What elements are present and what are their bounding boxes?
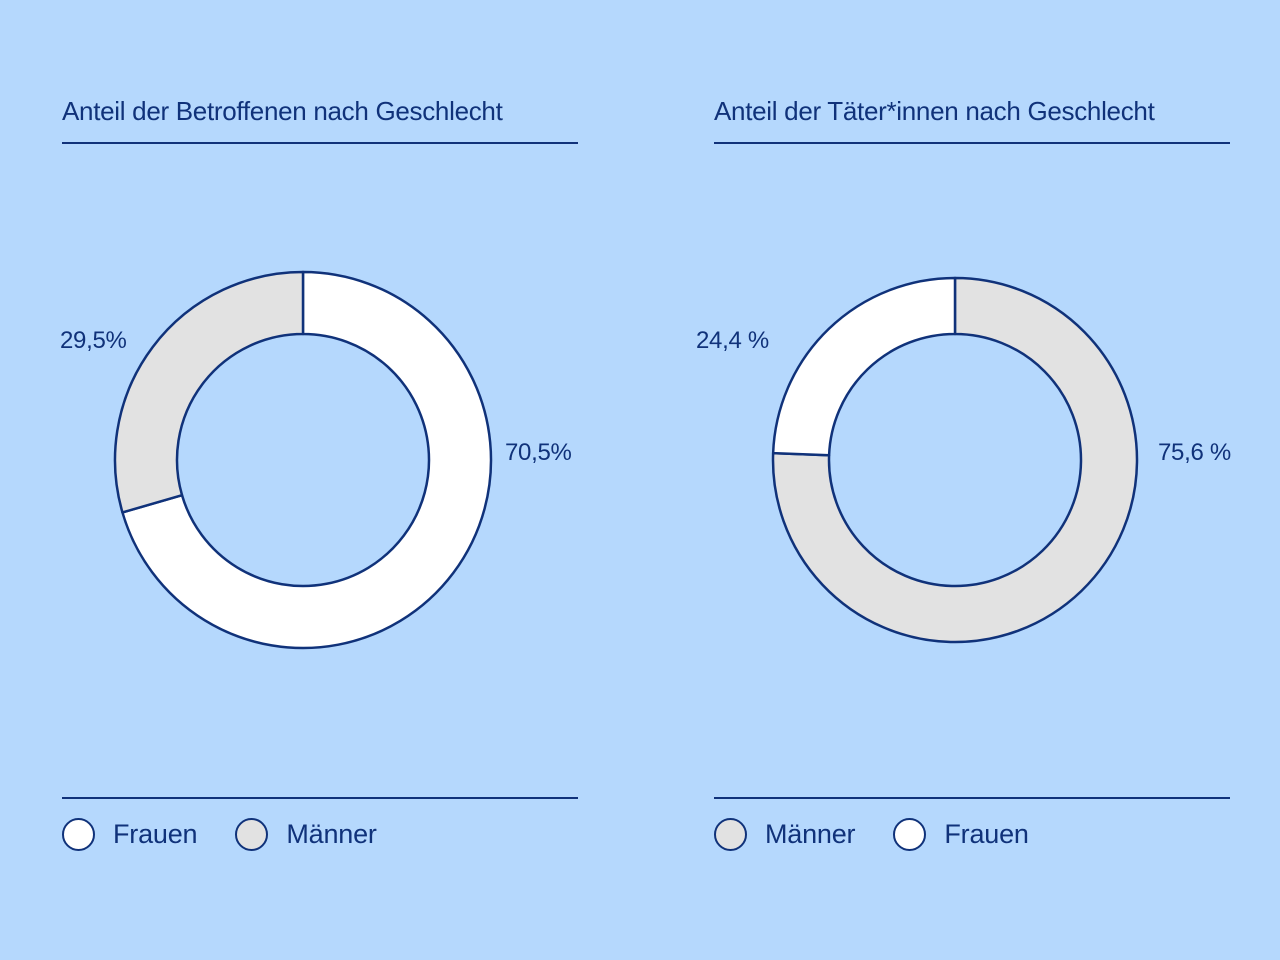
legend: Frauen Männer	[62, 818, 415, 851]
title-divider	[62, 142, 578, 144]
chart-title: Anteil der Betroffenen nach Geschlecht	[62, 96, 503, 126]
legend-swatch	[235, 818, 269, 851]
slice-label-maenner: 29,5%	[60, 327, 127, 354]
legend-item-maenner: Männer	[235, 818, 377, 851]
legend-swatch	[893, 818, 927, 851]
title-divider	[714, 142, 1230, 144]
slice-label-maenner: 75,6 %	[1158, 439, 1231, 466]
legend-swatch	[62, 818, 95, 851]
legend-item-frauen: Frauen	[893, 818, 1029, 851]
legend-item-frauen: Frauen	[62, 818, 198, 851]
chart-panel-perpetrators: Anteil der Täter*innen nach Geschlecht 2…	[696, 0, 1232, 960]
donut-slice-frauen	[121, 270, 493, 650]
legend-divider	[714, 797, 1230, 799]
donut-slice-frauen	[771, 276, 957, 457]
donut-chart	[771, 276, 1139, 644]
legend-item-maenner: Männer	[714, 818, 856, 851]
chart-title: Anteil der Täter*innen nach Geschlecht	[714, 96, 1155, 126]
donut-slice-maenner	[113, 270, 305, 514]
legend-divider	[62, 797, 578, 799]
legend-label: Männer	[286, 819, 377, 849]
legend: Männer Frauen	[714, 818, 1067, 851]
legend-label: Männer	[765, 819, 856, 849]
legend-label: Frauen	[944, 819, 1029, 849]
slice-label-frauen: 70,5%	[505, 439, 572, 466]
chart-panel-victims: Anteil der Betroffenen nach Geschlecht 2…	[60, 0, 580, 960]
donut-chart	[113, 270, 493, 650]
legend-swatch	[714, 818, 747, 851]
slice-label-frauen: 24,4 %	[696, 327, 769, 354]
legend-label: Frauen	[113, 819, 198, 849]
donut-slice-maenner	[771, 276, 1139, 644]
